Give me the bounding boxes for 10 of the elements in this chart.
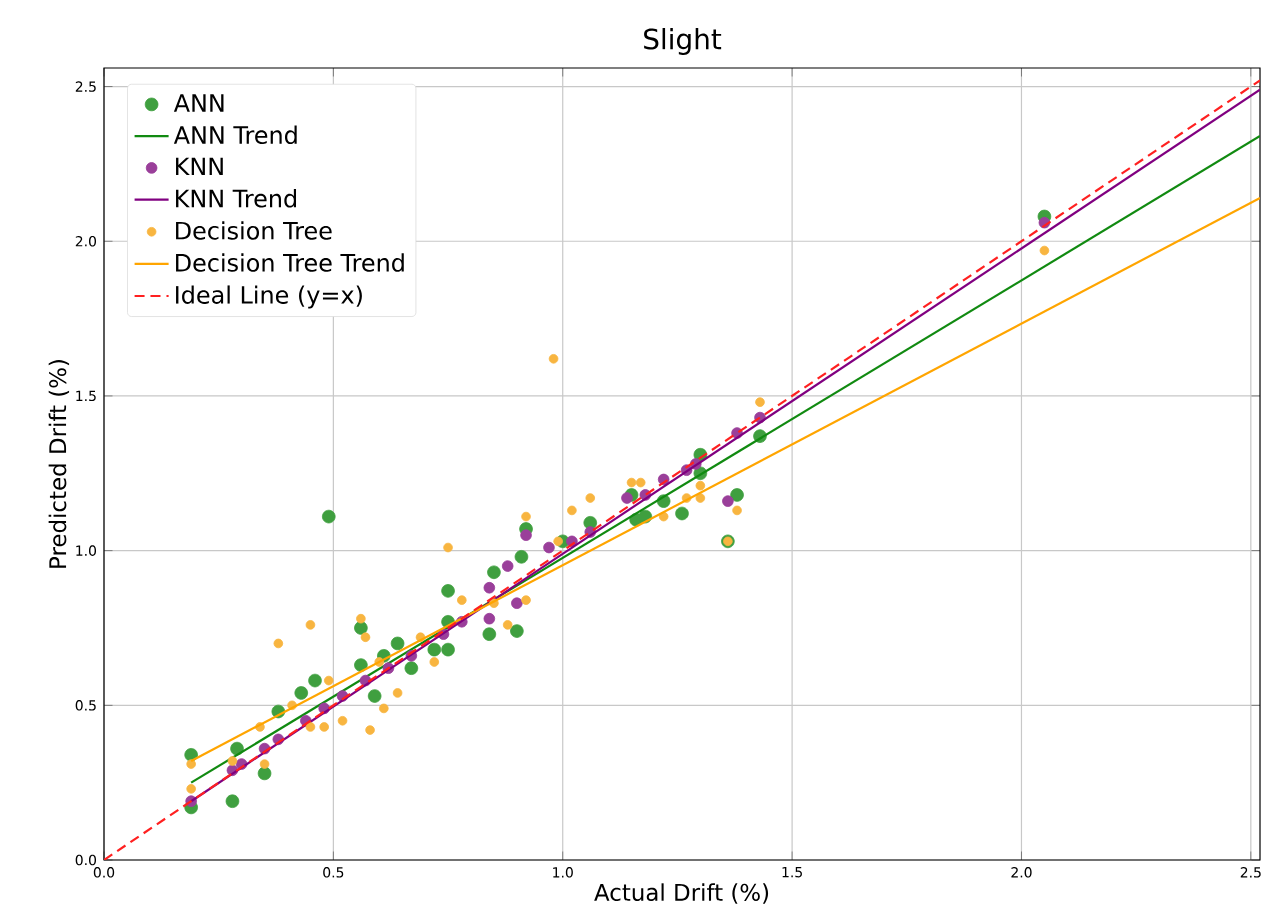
legend-label: ANN Trend: [173, 125, 297, 145]
legend-label: ANN: [173, 94, 224, 112]
chart-title: Slight: [644, 27, 722, 55]
legend-label: Decision Tree Trend: [176, 253, 404, 272]
legend-label: Ideal Line (y=x): [176, 285, 362, 309]
y-axis-title: Predicted Drift (%): [48, 360, 70, 568]
x-axis-title: Actual Drift (%): [594, 883, 769, 904]
legend-label: KNN Trend: [176, 189, 297, 208]
legend-label: KNN: [176, 157, 223, 176]
legend-label: Decision Tree: [176, 221, 332, 240]
